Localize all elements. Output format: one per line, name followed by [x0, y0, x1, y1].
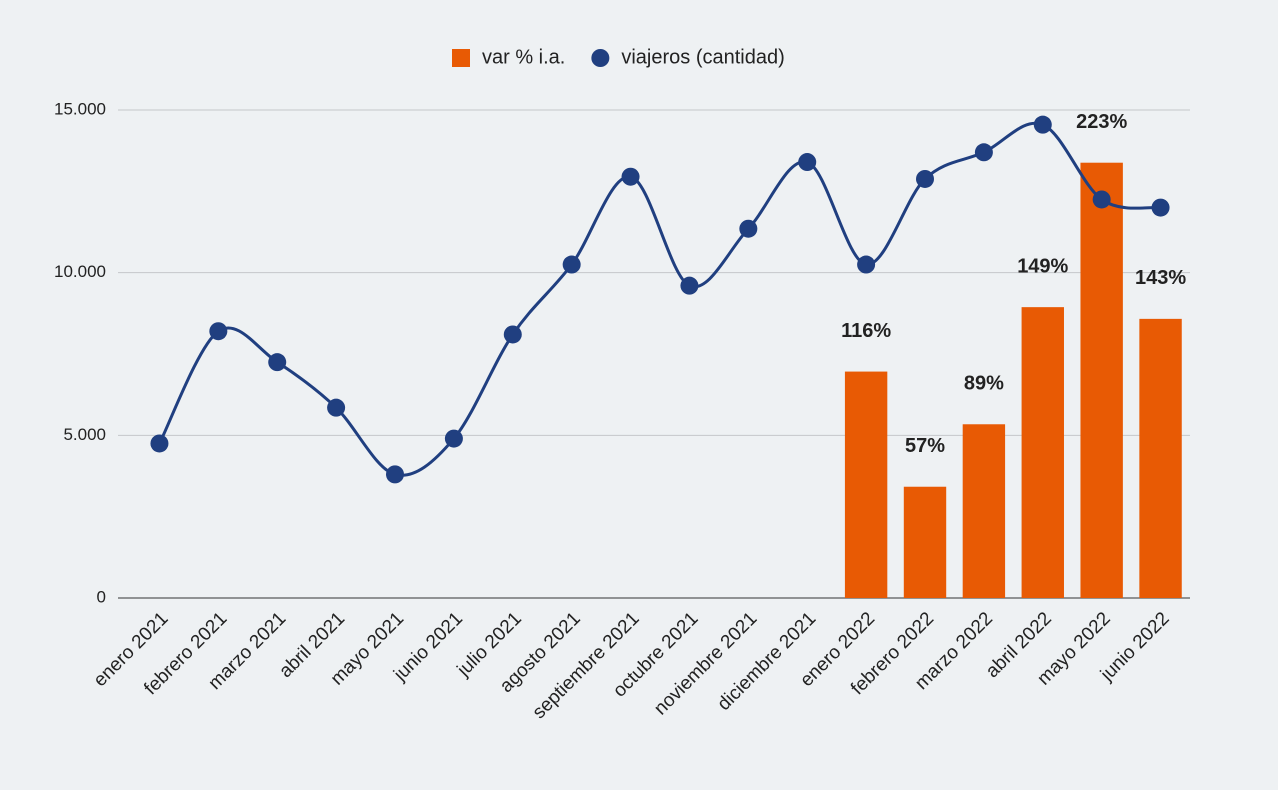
- point: [798, 153, 817, 172]
- data-label: 223%: [1076, 111, 1127, 133]
- bar: [903, 486, 947, 598]
- point: [680, 276, 699, 295]
- data-label: 89%: [964, 373, 1004, 395]
- y-tick-label: 10.000: [54, 262, 106, 281]
- y-tick-label: 15.000: [54, 99, 106, 118]
- data-label: 149%: [1017, 255, 1068, 277]
- bar: [844, 371, 888, 598]
- data-label: 143%: [1135, 267, 1186, 289]
- legend-label: var % i.a.: [482, 46, 565, 68]
- data-label: 116%: [841, 320, 891, 342]
- y-tick-label: 5.000: [63, 425, 106, 444]
- bar: [1139, 318, 1182, 598]
- bar: [962, 424, 1006, 598]
- legend-swatch: [591, 49, 610, 67]
- point: [916, 169, 934, 188]
- point: [386, 465, 404, 484]
- point: [268, 353, 287, 372]
- data-label: 57%: [905, 435, 945, 457]
- point: [857, 255, 876, 274]
- point: [621, 167, 640, 186]
- legend-label: viajeros (cantidad): [621, 46, 784, 68]
- y-tick-label: 0: [97, 587, 106, 606]
- point: [444, 429, 463, 448]
- point: [1033, 115, 1052, 134]
- legend-swatch: [452, 49, 470, 67]
- point: [150, 434, 169, 453]
- point: [327, 398, 346, 417]
- point: [974, 143, 993, 162]
- point: [739, 219, 758, 238]
- point: [562, 255, 581, 274]
- point: [1151, 198, 1170, 217]
- bar: [1021, 307, 1064, 598]
- point: [1092, 190, 1111, 209]
- point: [503, 325, 522, 344]
- bar: [1080, 162, 1123, 599]
- point: [209, 322, 228, 341]
